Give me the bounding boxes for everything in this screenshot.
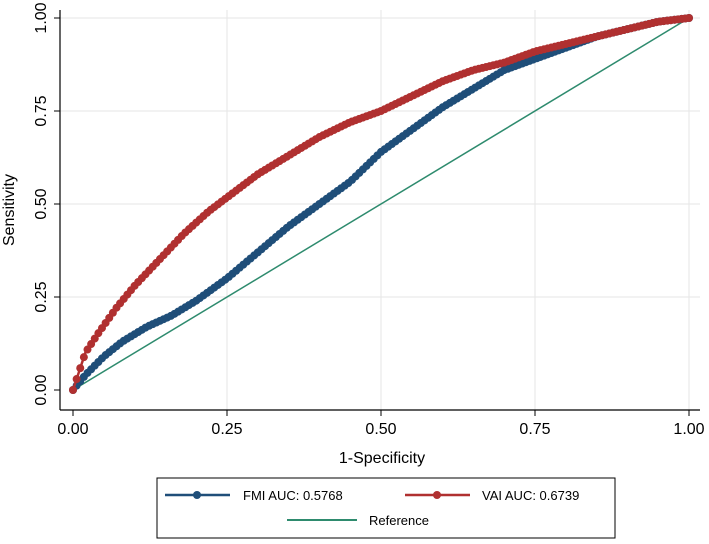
series-point-vai [69,386,77,394]
series-line-reference [72,17,690,391]
series-point-vai [76,364,85,373]
y-axis-ticks: 0.00 0.25 0.50 0.75 1.00 [33,2,60,406]
legend: FMI AUC: 0.5768 VAI AUC: 0.6739 Referenc… [156,477,616,539]
legend-fmi-label: FMI AUC: 0.5768 [243,488,343,503]
axes [59,10,700,411]
x-tick-label-4: 1.00 [673,421,704,438]
y-tick-label-4: 1.00 [33,2,50,33]
legend-reference-label: Reference [369,513,429,528]
x-tick-label-0: 0.00 [57,421,88,438]
x-axis-ticks: 0.00 0.25 0.50 0.75 1.00 [57,410,705,438]
y-tick-label-0: 0.00 [33,374,50,405]
y-tick-label-1: 0.25 [33,281,50,312]
y-axis-title: Sensitivity [1,174,18,246]
series-vai [69,14,693,394]
series-reference [72,17,690,391]
y-tick-label-3: 0.75 [33,95,50,126]
x-tick-label-2: 0.50 [365,421,396,438]
legend-fmi-marker [193,491,201,499]
x-axis-title: 1-Specificity [339,450,425,467]
legend-vai-marker [433,491,441,499]
x-tick-label-1: 0.25 [211,421,242,438]
legend-box [156,477,616,539]
x-tick-label-3: 0.75 [519,421,550,438]
y-tick-label-2: 0.50 [33,188,50,219]
series-point-vai [79,353,88,362]
legend-vai-label: VAI AUC: 0.6739 [482,488,579,503]
series-point-vai [685,14,693,22]
series-point-vai [72,375,81,384]
series-layer [69,14,693,394]
